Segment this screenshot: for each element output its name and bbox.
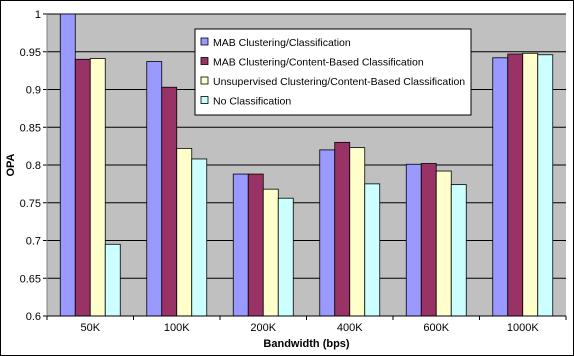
y-tick-label: 1 (35, 9, 41, 21)
legend-label: Unsupervised Clustering/Content-Based Cl… (213, 76, 465, 88)
legend: MAB Clustering/Classification MAB Cluster… (194, 28, 472, 116)
bar (74, 58, 91, 317)
bar (450, 184, 467, 317)
bar (59, 13, 76, 317)
bar (89, 58, 106, 317)
bar (522, 52, 539, 317)
legend-label: MAB Clustering/Content-Based Classificat… (213, 57, 424, 69)
bar (247, 173, 264, 317)
x-tick-labels: 50K 100K 200K 400K 600K 1000K (80, 322, 539, 334)
y-axis-title: OPA (5, 153, 17, 176)
y-tick-label: 0.8 (26, 160, 41, 172)
bar (232, 173, 249, 317)
legend-label: No Classification (213, 96, 291, 108)
x-axis-title: Bandwidth (bps) (263, 338, 349, 350)
y-tick-label: 0.65 (20, 273, 41, 285)
legend-swatch (200, 37, 209, 46)
bar (405, 163, 422, 317)
y-tick-label: 0.75 (20, 198, 41, 210)
bar (334, 141, 351, 317)
x-tick-label: 50K (80, 322, 100, 334)
x-tick-label: 600K (423, 322, 449, 334)
bar (364, 183, 381, 317)
bar (507, 53, 524, 317)
bar (492, 57, 509, 317)
y-tick-labels: 0.6 0.65 0.7 0.75 0.8 0.85 0.9 0.95 1 (20, 9, 41, 323)
bar (420, 163, 437, 317)
bar (277, 197, 294, 317)
bar (146, 61, 163, 317)
bar (104, 243, 121, 317)
bar (349, 147, 366, 317)
axes (46, 14, 567, 320)
bar (191, 158, 208, 317)
x-tick-label: 400K (337, 322, 363, 334)
x-tick-label: 100K (164, 322, 190, 334)
bar (262, 188, 279, 317)
legend-swatch (200, 57, 209, 65)
y-tick-label: 0.6 (26, 311, 41, 323)
bars (59, 13, 554, 317)
y-tick-label: 0.85 (20, 122, 41, 134)
legend-box (194, 28, 472, 116)
bar (161, 86, 178, 317)
x-tick-label: 200K (250, 322, 276, 334)
legend-swatch (200, 96, 209, 104)
bar (435, 170, 452, 317)
y-tick-label: 0.95 (20, 47, 41, 59)
bar (176, 147, 193, 317)
y-tick-label: 0.9 (26, 85, 41, 97)
bar (537, 54, 554, 317)
x-tick-label: 1000K (507, 322, 539, 334)
legend-label: MAB Clustering/Classification (213, 37, 351, 49)
legend-swatch (200, 76, 209, 85)
y-tick-label: 0.7 (26, 236, 41, 248)
bar (319, 149, 336, 317)
